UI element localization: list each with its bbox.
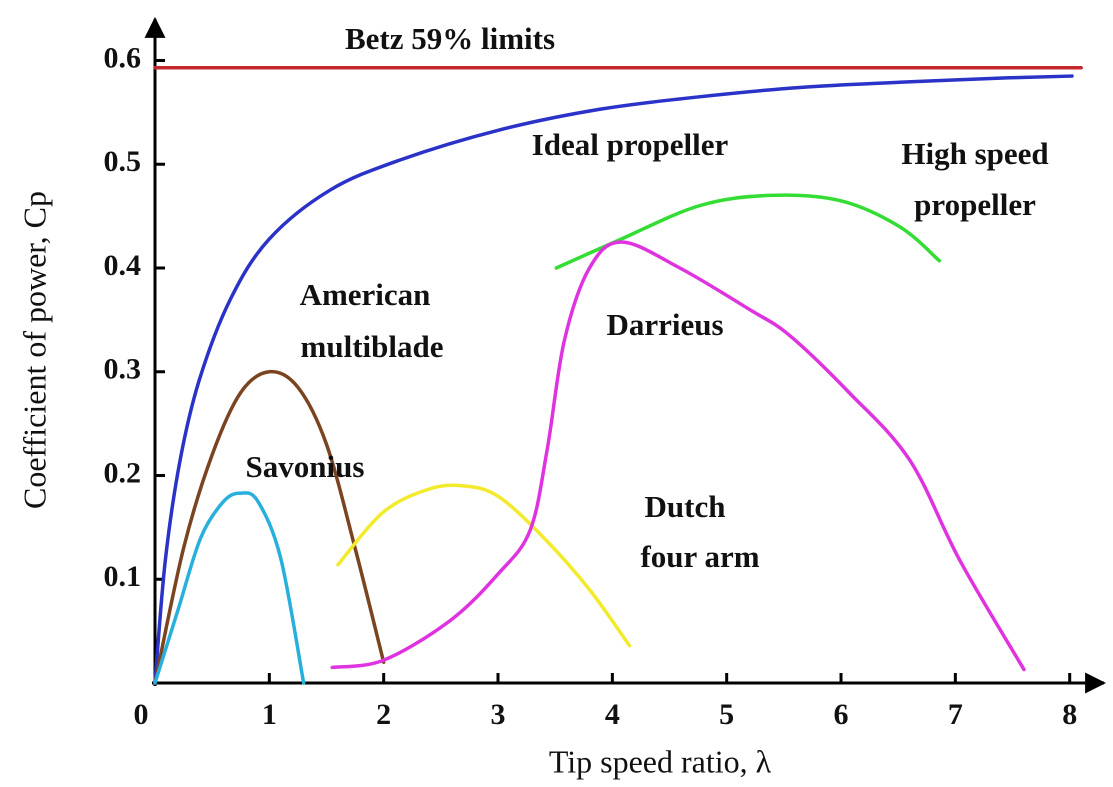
series-line [330, 240, 1026, 672]
annotation: Ideal propeller [532, 127, 729, 162]
y-tick-label: 0.3 [104, 353, 142, 386]
y-tick-label: 0.2 [104, 456, 142, 489]
annotation: Darrieus [606, 307, 723, 342]
y-tick-label: 0.6 [104, 41, 142, 74]
x-tick-label: 3 [491, 698, 506, 731]
x-tick-label: 6 [834, 698, 849, 731]
x-tick-label: 7 [948, 698, 963, 731]
annotation: Savonius [246, 449, 365, 484]
x-tick-label: 5 [719, 698, 734, 731]
annotation: Betz 59% limits [345, 21, 555, 56]
x-tick-label: 1 [262, 698, 277, 731]
x-tick-label: 8 [1062, 698, 1077, 731]
series-line [153, 491, 306, 685]
x-tick-label: 4 [605, 698, 620, 731]
annotation: Dutch [645, 489, 726, 524]
y-tick-label: 0.5 [104, 145, 142, 178]
series-line [554, 193, 942, 270]
annotation: propeller [914, 187, 1036, 222]
y-tick-label: 0.4 [104, 249, 142, 282]
annotation: four arm [640, 539, 759, 574]
series-line [153, 369, 386, 685]
annotation: High speed [901, 136, 1048, 171]
annotation: multiblade [301, 329, 444, 364]
annotation: American [300, 277, 431, 312]
y-axis-title: Coefficient of power, Cp [16, 191, 52, 509]
x-tick-label: 0 [134, 698, 149, 731]
series-line [336, 483, 632, 648]
x-tick-label: 2 [376, 698, 391, 731]
y-tick-label: 0.1 [104, 560, 142, 593]
x-axis-title: Tip speed ratio, λ [549, 743, 772, 779]
series-line [153, 74, 1074, 685]
